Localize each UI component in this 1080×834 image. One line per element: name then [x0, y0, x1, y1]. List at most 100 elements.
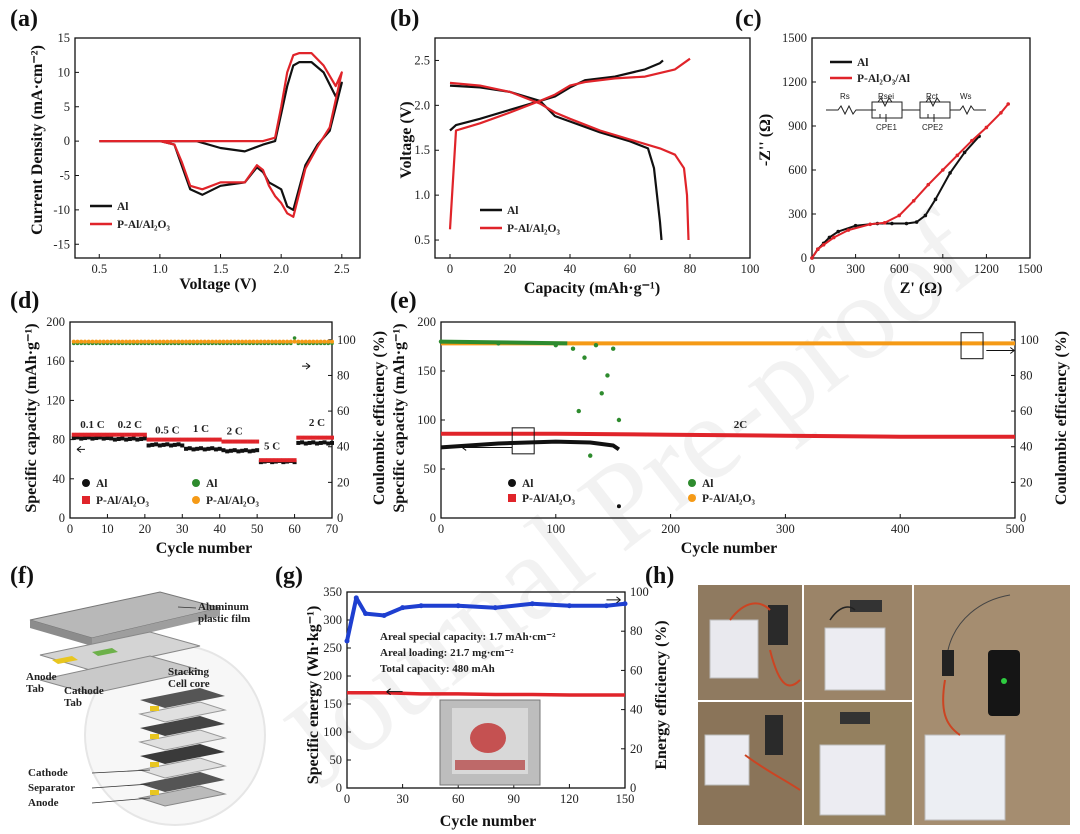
al-capacity-point: [94, 436, 99, 441]
al-capacity-point: [225, 449, 230, 454]
y-tick-label: -10: [53, 203, 70, 217]
photo-1-pouch: [709, 619, 759, 679]
al-capacity-point: [172, 442, 177, 447]
circuit-cpe2: CPE2: [922, 123, 943, 132]
x-tick-label: 150: [616, 792, 635, 806]
p-al-capacity-point: [157, 437, 162, 442]
al-capacity-point: [243, 448, 248, 453]
p-al-capacity-point: [326, 435, 331, 440]
legend-al-ce-label: Al: [702, 478, 714, 490]
al-capacity-point: [240, 448, 245, 453]
p-al-capacity-point: [240, 439, 245, 444]
series-al-point: [914, 220, 919, 224]
p-al-capacity-point: [255, 439, 260, 444]
x-tick-label: 500: [1006, 522, 1025, 536]
energy-efficiency-point: [353, 595, 359, 601]
y-tick-label: 1200: [782, 75, 807, 89]
a-ylabel: Current Density (mA·cm⁻²): [29, 45, 46, 235]
legend-al-swatch: [82, 479, 90, 487]
callout-cathode-layer: Cathode: [28, 767, 68, 779]
p-al-capacity-point: [195, 437, 200, 442]
note-2: Total capacity: 480 mAh: [380, 663, 495, 675]
p-al-capacity-point: [217, 437, 222, 442]
al-capacity-point: [255, 448, 260, 453]
p-al-ce-point: [71, 339, 76, 344]
energy-efficiency-point: [603, 603, 609, 609]
d-xlabel: Cycle number: [156, 540, 252, 557]
p-al-ce-point: [142, 339, 147, 344]
p-al-ce-point: [195, 339, 200, 344]
circuit-rs: Rs: [840, 92, 850, 101]
x-tick-label: 1500: [1018, 262, 1043, 276]
al-capacity-point: [75, 435, 80, 440]
c-xlabel: Z' (Ω): [900, 280, 943, 297]
legend-p-al-ce-swatch: [192, 496, 200, 504]
y-tick-label: 200: [323, 669, 342, 683]
highlight-box-left: [511, 427, 535, 455]
p-al-ce-point: [75, 339, 80, 344]
rate-label: 5 C: [264, 440, 280, 452]
y-tick-label: 1.5: [414, 143, 430, 157]
x-tick-label: 120: [560, 792, 579, 806]
legend-al-label: Al: [507, 205, 519, 217]
y-tick-label: -15: [53, 237, 70, 251]
al-capacity-point: [176, 442, 181, 447]
x-tick-label: 60: [624, 262, 637, 276]
p-al-ce-point: [131, 339, 136, 344]
circuit-ws: Ws: [960, 92, 972, 101]
al-capacity-point: [303, 441, 308, 446]
al-capacity-point: [311, 440, 316, 445]
x-tick-label: 40: [564, 262, 577, 276]
photo-4-multimeter: [765, 715, 783, 755]
series-p-al-point: [926, 182, 931, 187]
y2-tick-label: 40: [337, 440, 350, 454]
p-al-ce-point: [154, 339, 159, 344]
y2-tick-label: 60: [630, 663, 643, 677]
pouch-cell-photo: [439, 699, 541, 786]
p-al-capacity-point: [213, 437, 218, 442]
energy-efficiency-point: [529, 601, 535, 607]
photo-2-pouch: [824, 627, 886, 691]
p-al-capacity-point: [258, 458, 263, 463]
p-al-capacity-point: [251, 439, 256, 444]
p-al-capacity-point: [135, 432, 140, 437]
series-al-point: [827, 235, 832, 240]
p-al-ce-point: [187, 339, 192, 344]
x-tick-label: 20: [504, 262, 517, 276]
y2-tick-label: 60: [337, 404, 350, 418]
p-al-capacity-point: [318, 435, 323, 440]
al-capacity-point: [318, 440, 323, 445]
p-al-capacity-point: [187, 437, 192, 442]
al-capacity-point: [184, 446, 189, 451]
p-al-capacity-point: [169, 437, 174, 442]
p-al-ce-point: [221, 339, 226, 344]
p-al-capacity-point: [71, 432, 76, 437]
energy-efficiency-point: [492, 605, 498, 611]
series-al-point: [890, 221, 894, 226]
p-al-ce-point: [213, 339, 218, 344]
p-al-capacity-point: [228, 439, 233, 444]
cathode-tab: [92, 648, 118, 656]
p-al-ce-point: [135, 339, 140, 344]
series-p-al-point: [882, 221, 887, 225]
x-tick-label: 100: [546, 522, 565, 536]
y-tick-label: 80: [53, 433, 66, 447]
p-al-capacity-point: [127, 432, 132, 437]
circuit-rsei: Rsei: [878, 92, 894, 101]
p-al-ce-point: [270, 339, 275, 344]
p-al-capacity-point: [288, 458, 293, 463]
x-tick-label: 0: [438, 522, 444, 536]
legend-al-swatch: [508, 479, 516, 487]
y-tick-label: 150: [323, 697, 342, 711]
p-al-capacity-point: [281, 458, 286, 463]
legend-p-al-label: P-Al/Al₂O₃: [96, 495, 149, 507]
y-tick-label: 250: [323, 641, 342, 655]
photo-4-pouch: [704, 734, 750, 786]
cell-layer: [39, 631, 201, 671]
legend-p-al-label: P-Al/Al₂O₃: [507, 223, 560, 235]
series-al-point: [853, 223, 858, 228]
panel-label-h: (h): [645, 563, 674, 589]
al-capacity-point: [300, 440, 305, 445]
al-ce-point: [292, 336, 297, 340]
x-tick-label: 300: [776, 522, 795, 536]
